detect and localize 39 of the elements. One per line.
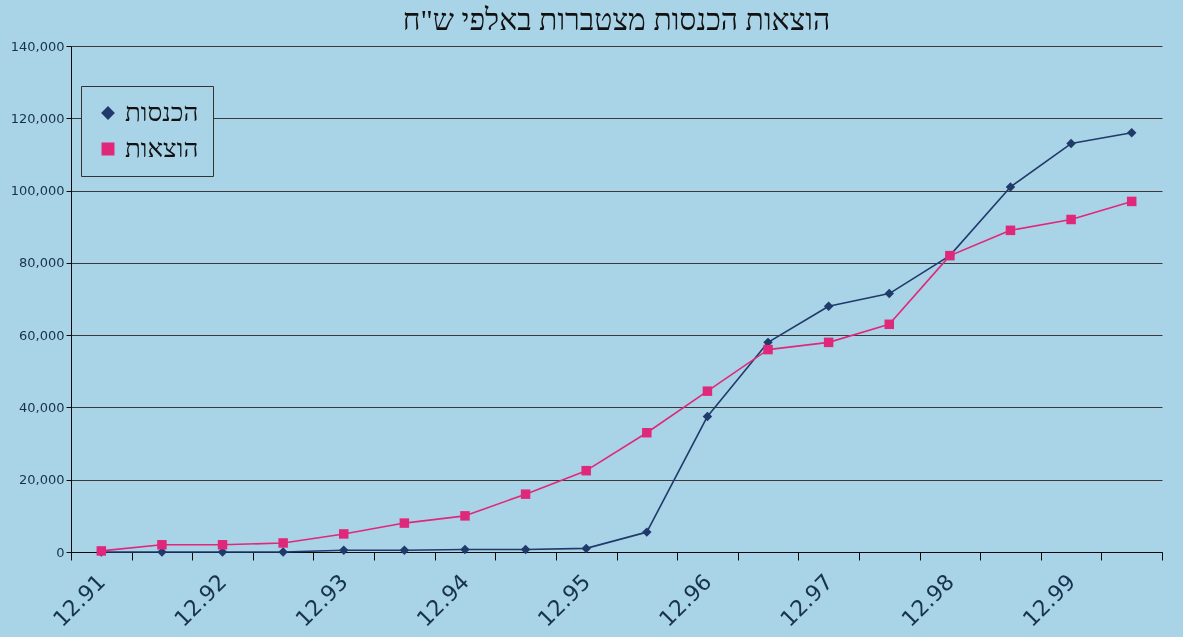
point [702,411,713,422]
point [884,319,894,330]
point [884,288,894,299]
point [460,544,470,555]
point [399,545,410,555]
y-tick-label: 40,000 [19,399,65,415]
y-tick-label: 20,000 [19,472,65,488]
point [157,540,167,550]
point [1126,196,1137,207]
legend-label: הכנסות [125,98,199,127]
point [823,337,834,348]
legend-label: הוצאות [125,134,199,163]
point [823,301,834,311]
y-tick-label: 60,000 [19,327,65,343]
point [520,489,531,499]
y-tick-label: 0 [56,544,65,560]
point [702,386,713,396]
point [520,544,531,555]
point [763,344,773,355]
point [460,511,470,521]
y-tick-label: 120,000 [10,110,65,126]
y-tick-label: 100,000 [10,183,65,199]
point [339,545,349,555]
point [278,538,288,548]
y-tick-label: 80,000 [19,255,65,271]
point [581,543,591,554]
point [581,465,591,476]
point [217,540,228,550]
point [1126,128,1137,138]
point [399,518,410,528]
point [642,527,652,537]
point [1066,138,1076,149]
point [1066,214,1076,225]
point [1005,182,1016,192]
point [339,529,349,539]
chart-title: הוצאות הכנסות מצטברות באלפי ש"ח [402,3,831,36]
point [1005,225,1016,236]
point [642,427,652,438]
y-tick-label: 140,000 [10,38,65,54]
